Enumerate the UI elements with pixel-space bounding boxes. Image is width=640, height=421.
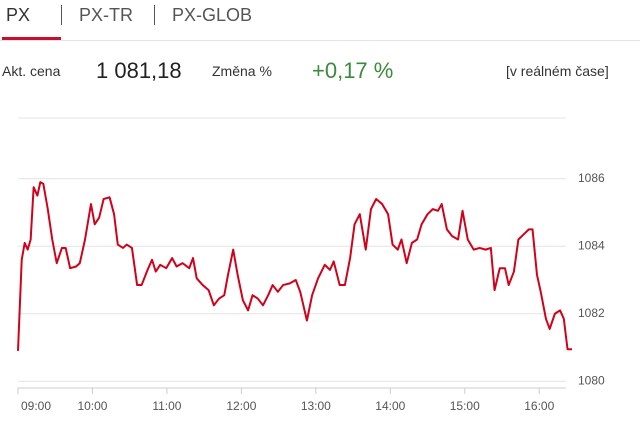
- x-tick-label: 09:00: [21, 399, 51, 413]
- tab-separator: [154, 5, 155, 25]
- x-tick-label: 16:00: [524, 399, 554, 413]
- price-line: [17, 181, 572, 351]
- x-tick-label: 10:00: [77, 399, 107, 413]
- price: 1 081,18: [96, 58, 182, 83]
- x-tick-label: 14:00: [375, 399, 405, 413]
- y-tick-label: 1082: [578, 306, 605, 320]
- tab[interactable]: PX: [6, 5, 31, 25]
- price-label: Akt. cena: [2, 63, 61, 79]
- x-tick-label: 15:00: [450, 399, 480, 413]
- active-tab-indicator: [2, 37, 61, 40]
- x-tick-label: 11:00: [152, 399, 181, 413]
- x-tick-label: 13:00: [301, 399, 331, 413]
- change: +0,17 %: [312, 58, 394, 83]
- tab[interactable]: PX-TR: [79, 5, 133, 25]
- tab-separator: [61, 5, 62, 25]
- change-label: Změna %: [212, 63, 272, 79]
- mode: [v reálném čase]: [506, 63, 609, 79]
- tab[interactable]: PX-GLOB: [172, 5, 253, 25]
- x-tick-label: 12:00: [226, 399, 256, 413]
- y-tick-label: 1080: [578, 373, 605, 387]
- y-tick-label: 1086: [578, 171, 605, 185]
- y-tick-label: 1084: [578, 238, 605, 252]
- quote-info: Akt. cena 1 081,18 Změna % +0,17 % [v re…: [0, 56, 640, 86]
- tab-bar: PX PX-TR PX-GLOB: [0, 0, 640, 41]
